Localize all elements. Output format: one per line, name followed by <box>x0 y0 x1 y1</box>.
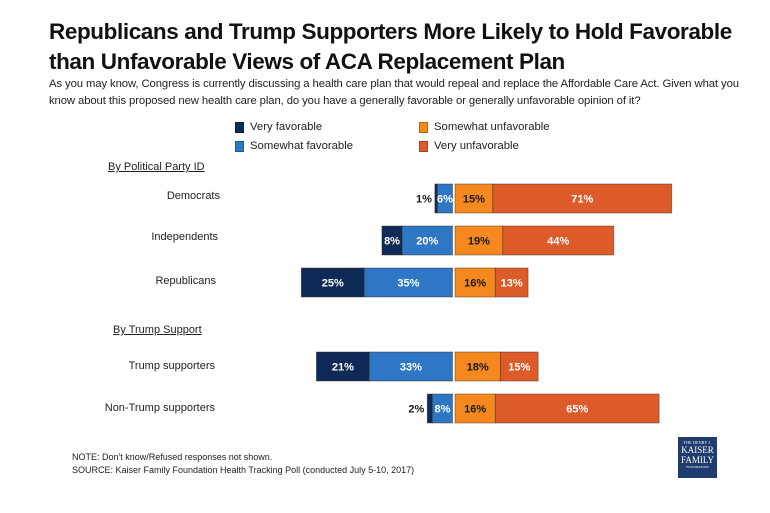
data-label-somewhat-unfavorable: 15% <box>463 194 485 206</box>
data-label-somewhat-favorable: 33% <box>400 362 422 374</box>
bar-somewhat-favorable <box>401 225 453 256</box>
data-label-somewhat-favorable: 20% <box>416 236 438 248</box>
bar-very-favorable <box>300 267 365 298</box>
bar-somewhat-unfavorable <box>454 393 496 424</box>
bar-somewhat-unfavorable <box>454 225 504 256</box>
legend-swatch-somewhat-favorable <box>235 140 244 152</box>
data-label-very-unfavorable: 65% <box>566 404 588 416</box>
logo-line: KAISER <box>681 445 714 455</box>
bar-somewhat-favorable <box>368 351 453 382</box>
legend-item-somewhat-favorable: Somewhat favorable <box>235 140 353 152</box>
logo-line: THE HENRY J. <box>683 440 712 445</box>
bar-very-unfavorable <box>492 183 673 214</box>
data-label-very-unfavorable: 44% <box>547 236 569 248</box>
data-label-very-favorable: 21% <box>332 362 354 374</box>
bar-very-unfavorable <box>499 351 539 382</box>
chart-title: Republicans and Trump Supporters More Li… <box>49 19 732 74</box>
legend-swatch-somewhat-unfavorable <box>419 121 428 133</box>
bar-very-unfavorable <box>494 267 529 298</box>
data-label-very-unfavorable: 15% <box>508 362 530 374</box>
bar-very-favorable <box>426 393 433 424</box>
bar-somewhat-favorable <box>436 183 453 214</box>
data-label-very-favorable: 25% <box>322 278 344 290</box>
data-label-somewhat-unfavorable: 16% <box>464 278 486 290</box>
category-label-democrats: Democrats <box>166 190 220 202</box>
bar-somewhat-unfavorable <box>454 183 494 214</box>
legend-swatch-very-favorable <box>235 121 244 133</box>
category-label-independents: Independents <box>151 231 218 243</box>
section-heading-trump: By Trump Support <box>113 324 202 336</box>
source-note: SOURCE: Kaiser Family Foundation Health … <box>72 465 415 475</box>
bar-somewhat-unfavorable <box>454 351 501 382</box>
legend-item-very-unfavorable: Very unfavorable <box>419 140 519 152</box>
legend-label: Very favorable <box>250 121 323 133</box>
category-label-non-trump-supporters: Non-Trump supporters <box>104 402 215 414</box>
bar-somewhat-favorable <box>431 393 453 424</box>
data-label-very-unfavorable: 71% <box>571 194 593 206</box>
data-label-very-unfavorable: 13% <box>501 278 523 290</box>
legend-item-very-favorable: Very favorable <box>235 121 322 133</box>
legend-label: Somewhat unfavorable <box>434 121 550 133</box>
data-label-very-favorable: 8% <box>384 236 400 248</box>
legend-item-somewhat-unfavorable: Somewhat unfavorable <box>419 121 550 133</box>
data-label-very-favorable: 1% <box>416 194 432 206</box>
category-label-trump-supporters: Trump supporters <box>128 360 215 372</box>
data-label-very-favorable: 2% <box>408 404 424 416</box>
data-label-somewhat-unfavorable: 16% <box>464 404 486 416</box>
logo-line: FOUNDATION <box>686 465 709 469</box>
data-label-somewhat-unfavorable: 18% <box>467 362 489 374</box>
bar-very-unfavorable <box>494 393 660 424</box>
footnote: NOTE: Don't know/Refused responses not s… <box>72 452 273 462</box>
data-label-somewhat-favorable: 35% <box>397 278 419 290</box>
legend-swatch-very-unfavorable <box>419 140 428 152</box>
bar-somewhat-favorable <box>363 267 453 298</box>
chart-subtitle: As you may know, Congress is currently d… <box>49 78 739 107</box>
category-label-republicans: Republicans <box>155 275 216 287</box>
legend-label: Very unfavorable <box>434 140 519 152</box>
data-label-somewhat-favorable: 6% <box>437 194 453 206</box>
kff-logo: THE HENRY J. KAISER FAMILY FOUNDATION <box>678 437 717 478</box>
logo-line: FAMILY <box>681 455 714 465</box>
data-label-somewhat-favorable: 8% <box>434 404 450 416</box>
bar-very-unfavorable <box>502 225 615 256</box>
bar-very-favorable <box>316 351 370 382</box>
bar-somewhat-unfavorable <box>454 267 496 298</box>
data-label-somewhat-unfavorable: 19% <box>468 236 490 248</box>
section-heading-party: By Political Party ID <box>108 161 205 173</box>
legend-label: Somewhat favorable <box>250 140 353 152</box>
